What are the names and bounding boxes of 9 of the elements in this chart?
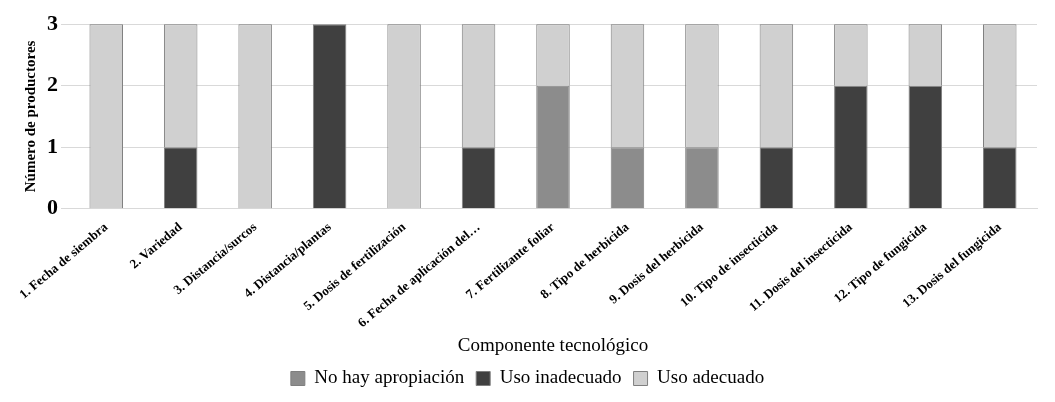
y-axis-title: Número de productores [21,40,38,193]
legend-label: Uso adecuado [657,366,765,388]
legend-label: Uso inadecuado [499,366,622,388]
y-tick-label: 0 [47,194,58,220]
y-tick-label: 2 [47,71,58,97]
y-tick-label: 3 [47,9,58,35]
legend-label: No hay apropiación [314,366,465,388]
y-tick-label: 1 [47,132,58,158]
x-axis-title: Componente tecnológico [457,333,649,355]
